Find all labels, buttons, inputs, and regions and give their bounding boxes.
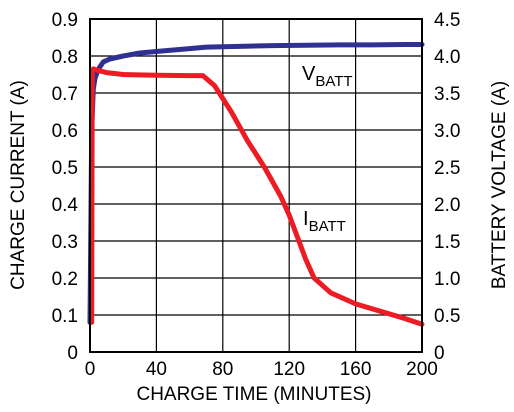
ibatt-line [89,66,425,327]
y2-tick-label: 2.0 [434,195,460,216]
series-layer [87,42,425,327]
y2-tick-label: 0 [434,343,445,364]
y-tick-label: 0.5 [52,158,78,179]
y2-tick-label: 4.0 [434,47,460,68]
y-tick-label: 0.7 [52,84,78,105]
x-tick-label: 160 [340,359,372,380]
y2-tick-label: 4.5 [434,10,460,31]
y2-tick-labels: 0 0.5 1.0 1.5 2.0 2.5 3.0 3.5 4.0 4.5 [434,10,460,364]
x-tick-label: 120 [273,359,305,380]
y2-axis-title: BATTERY VOLTAGE (A) [489,81,510,289]
vbatt-label: VBATT [302,63,353,90]
y-tick-label: 0 [67,343,78,364]
y-tick-label: 0.3 [52,232,78,253]
y-axis-title: CHARGE CURRENT (A) [8,80,29,290]
x-axis-title: CHARGE TIME (MINUTES) [136,384,371,405]
y-tick-label: 0.6 [52,121,78,142]
y-tick-label: 0.1 [52,306,78,327]
y2-tick-label: 1.0 [434,269,460,290]
y-tick-labels: 0 0.1 0.2 0.3 0.4 0.5 0.6 0.7 0.8 0.9 [52,10,79,364]
y-tick-label: 0.2 [52,269,78,290]
plot-frame [89,18,423,353]
grid [90,19,422,352]
vbatt-line [87,42,425,325]
y-tick-label: 0.4 [52,195,79,216]
x-tick-label: 40 [146,359,167,380]
y2-tick-label: 2.5 [434,158,460,179]
x-tick-label: 200 [406,359,438,380]
y-tick-label: 0.8 [52,47,78,68]
y2-tick-label: 1.5 [434,232,460,253]
y2-tick-label: 3.5 [434,84,460,105]
ibatt-label: IBATT [303,208,346,235]
x-tick-label: 0 [85,359,96,380]
x-tick-label: 80 [212,359,233,380]
x-tick-labels: 0 40 80 120 160 200 [85,359,438,380]
y-tick-label: 0.9 [52,10,78,31]
y2-tick-label: 0.5 [434,306,460,327]
y2-tick-label: 3.0 [434,121,460,142]
